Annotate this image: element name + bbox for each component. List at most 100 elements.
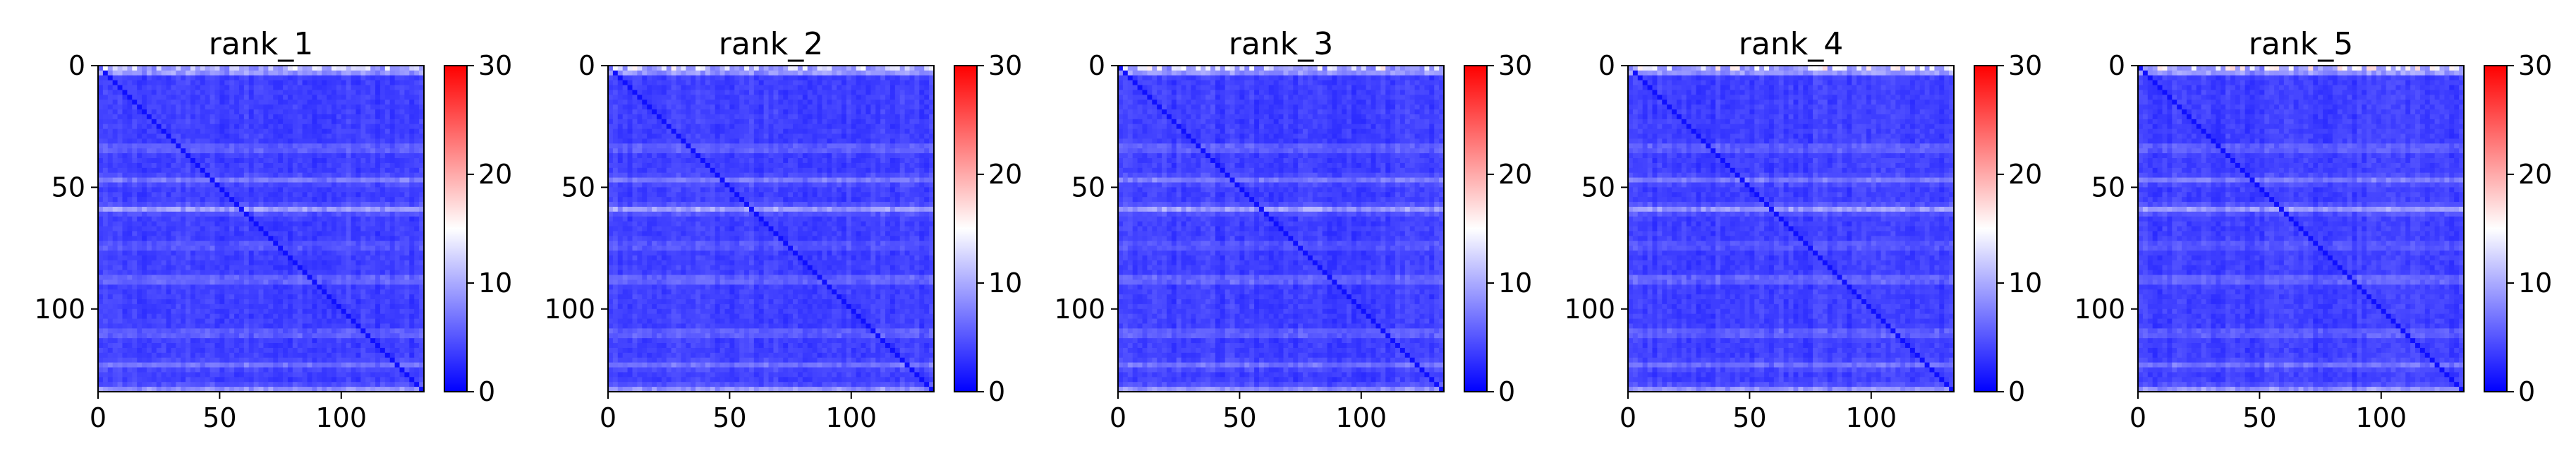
heatmap-cell (181, 75, 186, 81)
heatmap-cell (302, 294, 308, 300)
heatmap-cell (356, 260, 361, 266)
heatmap-cell (399, 260, 406, 266)
heatmap-cell (122, 226, 128, 232)
heatmap-cell (209, 70, 216, 76)
heatmap-cell (399, 70, 406, 76)
heatmap-cell (351, 343, 357, 349)
heatmap-cell (608, 66, 614, 71)
heatmap-cell (351, 372, 357, 378)
heatmap-cell (292, 162, 298, 169)
heatmap-cell (224, 372, 230, 378)
colorbar-tick-label: 0 (478, 376, 495, 407)
heatmap-cell (666, 80, 672, 86)
heatmap-cell (394, 294, 401, 300)
heatmap-cell (209, 387, 216, 392)
heatmap-cell (384, 138, 391, 144)
heatmap-cell (389, 255, 396, 261)
heatmap-cell (724, 80, 730, 86)
heatmap-cell (166, 255, 172, 261)
heatmap-cell (190, 167, 196, 174)
heatmap-cell (336, 109, 342, 115)
heatmap-cell (151, 289, 157, 295)
heatmap-cell (181, 128, 186, 135)
heatmap-cell (146, 294, 152, 300)
heatmap-cell (205, 158, 211, 164)
heatmap-cell (724, 90, 730, 95)
heatmap-cell (419, 206, 425, 212)
heatmap-cell (788, 70, 794, 76)
heatmap-cell (219, 177, 225, 184)
heatmap-cell (341, 153, 347, 159)
heatmap-cell (297, 167, 303, 174)
heatmap-cell (234, 231, 240, 236)
heatmap-cell (181, 251, 186, 256)
heatmap-cell (205, 387, 211, 392)
heatmap-cell (409, 66, 415, 71)
heatmap-cell (317, 357, 322, 363)
y-tick-label: 50 (51, 172, 85, 203)
heatmap-cell (186, 128, 191, 135)
y-tick-label: 0 (68, 50, 85, 81)
heatmap-cell (273, 231, 279, 236)
heatmap-cell (327, 387, 332, 392)
heatmap-cell (817, 70, 823, 76)
heatmap-cell (307, 226, 313, 232)
heatmap-cell (327, 109, 332, 115)
heatmap-cell (695, 70, 701, 76)
heatmap-cell (788, 66, 794, 71)
heatmap-cell (161, 231, 167, 236)
heatmap-cell (885, 66, 891, 71)
heatmap-cell (151, 387, 157, 392)
heatmap-cell (214, 294, 220, 300)
heatmap-cell (336, 143, 342, 149)
heatmap-cell (238, 128, 245, 135)
heatmap-cell (229, 362, 235, 368)
heatmap-cell (365, 236, 371, 241)
heatmap-cell (190, 172, 196, 179)
heatmap-cell (419, 197, 425, 203)
heatmap-cell (151, 382, 157, 387)
heatmap-cell (384, 362, 391, 368)
heatmap-cell (258, 226, 265, 232)
heatmap-cell (229, 95, 235, 100)
heatmap-cell (404, 377, 410, 383)
heatmap-cell (176, 221, 181, 227)
heatmap-cell (122, 299, 128, 305)
heatmap-cell (137, 119, 142, 125)
x-tick-label: 100 (316, 402, 367, 433)
heatmap-cell (283, 333, 288, 339)
heatmap-cell (205, 153, 211, 159)
heatmap-cell (151, 347, 157, 354)
heatmap-cell (307, 119, 313, 125)
heatmap-cell (181, 133, 186, 140)
heatmap-cell (209, 313, 216, 320)
heatmap-cell (627, 70, 633, 76)
heatmap-cell (219, 221, 225, 227)
heatmap-cell (107, 270, 114, 276)
heatmap-cell (768, 95, 774, 100)
heatmap-cell (268, 299, 274, 305)
heatmap-cell (209, 143, 216, 149)
heatmap-cell (729, 85, 735, 91)
heatmap-cell (399, 158, 406, 164)
heatmap-cell (317, 308, 322, 315)
heatmap-cell (297, 119, 303, 125)
heatmap-cell (356, 158, 361, 164)
heatmap-cell (379, 182, 386, 188)
heatmap-cell (846, 85, 852, 91)
heatmap-cell (234, 148, 240, 154)
heatmap-cell (278, 347, 284, 354)
heatmap-cell (409, 231, 415, 236)
heatmap-cell (263, 66, 269, 71)
heatmap-cell (161, 338, 167, 344)
heatmap-cell (253, 66, 260, 71)
heatmap-cell (346, 119, 352, 125)
heatmap-cell (351, 119, 357, 125)
heatmap-cell (394, 377, 401, 383)
heatmap-cell (166, 197, 172, 203)
heatmap-cell (341, 85, 347, 91)
heatmap-cell (351, 382, 357, 387)
heatmap-cell (351, 352, 357, 359)
heatmap-cell (219, 352, 225, 359)
heatmap-cell (132, 109, 138, 115)
